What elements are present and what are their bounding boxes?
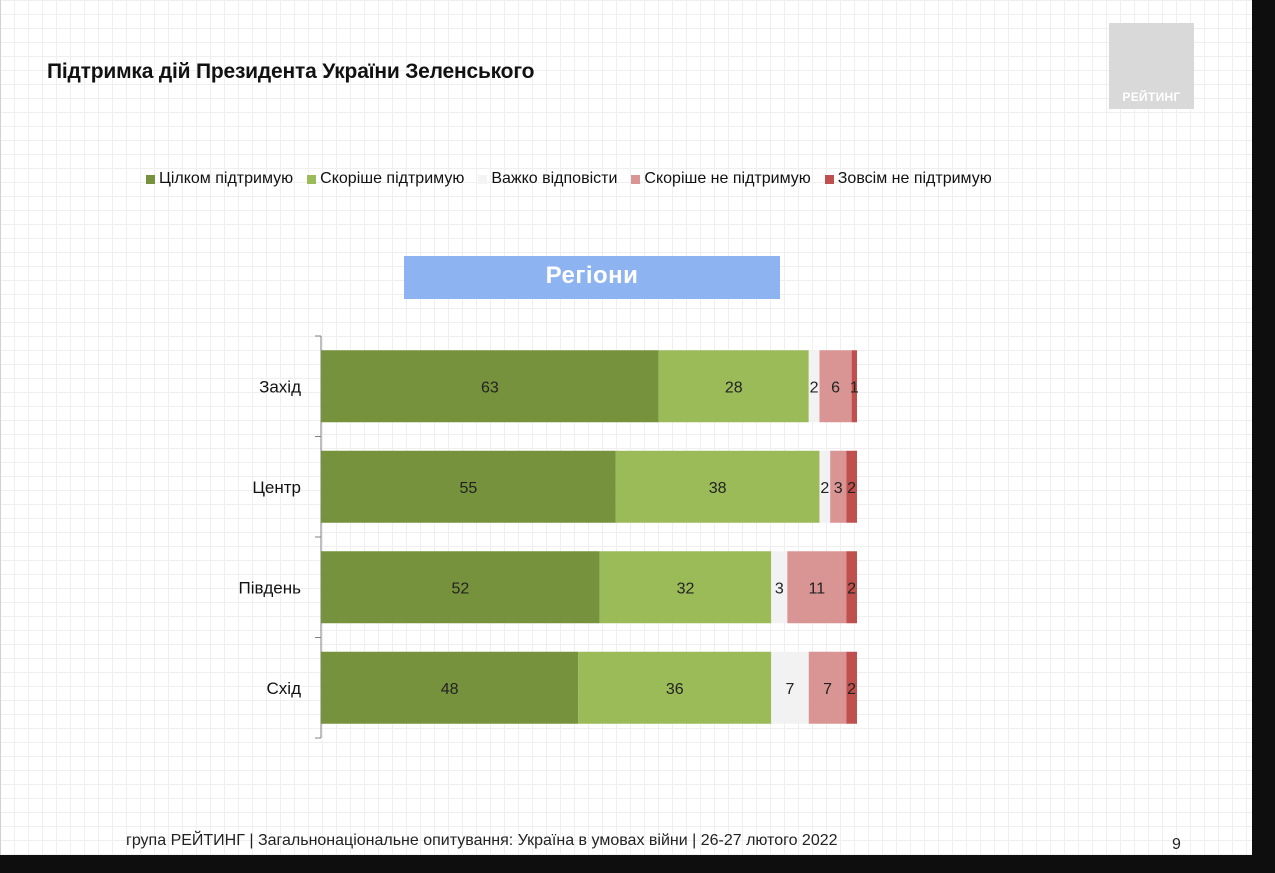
data-label: 7	[823, 681, 832, 698]
logo-text: РЕЙТИНГ	[1122, 90, 1181, 104]
footer-text: група РЕЙТИНГ | Загальнонаціональне опит…	[126, 832, 838, 849]
bar-segment	[321, 551, 600, 624]
legend-swatch	[146, 174, 155, 184]
bar-segment	[808, 350, 820, 423]
data-label: 3	[834, 480, 843, 497]
bar-segment	[846, 651, 857, 724]
legend-swatch	[307, 174, 317, 184]
legend-swatch	[824, 174, 834, 184]
category-label: Південь	[239, 578, 302, 597]
data-label: 11	[808, 580, 825, 597]
category-label: Центр	[252, 478, 301, 497]
data-label: 48	[441, 681, 459, 698]
legend-label: Скоріше підтримую	[320, 170, 465, 187]
bar-segment	[658, 350, 809, 423]
legend-item: Скоріше не підтримую	[631, 170, 811, 188]
legend-label: Скоріше не підтримую	[644, 170, 811, 187]
slide-border	[0, 0, 1, 855]
data-label: 1	[850, 379, 859, 396]
legend-item: Скоріше підтримую	[307, 170, 464, 188]
legend-label: Зовсім не підтримую	[837, 170, 992, 187]
data-label: 6	[831, 379, 840, 396]
bar-segment	[846, 450, 857, 523]
legend-label: Важко відповісти	[491, 170, 618, 187]
slide: Підтримка дій Президента України Зеленсь…	[0, 0, 1252, 855]
bar-segment	[787, 551, 847, 624]
bar-segment	[321, 651, 579, 724]
data-label: 28	[725, 379, 743, 396]
data-label: 2	[820, 480, 829, 497]
data-label: 36	[666, 681, 684, 698]
category-label: Захід	[259, 377, 301, 396]
bar-segment	[819, 350, 852, 423]
legend-item: Зовсім не підтримую	[824, 170, 992, 188]
bar-segment	[830, 450, 847, 523]
bar-segment	[851, 350, 857, 423]
legend-swatch	[478, 174, 488, 184]
data-label: 32	[677, 580, 695, 597]
bar-segment	[615, 450, 820, 523]
data-label: 55	[460, 480, 478, 497]
legend-item: Важко відповісти	[478, 170, 617, 188]
legend-label: Цілком підтримую	[159, 170, 294, 187]
chart-legend: Цілком підтримую Скоріше підтримую Важко в…	[146, 168, 992, 190]
data-label: 2	[847, 580, 856, 597]
data-label: 3	[775, 580, 784, 597]
legend-swatch	[631, 174, 641, 184]
data-label: 38	[709, 480, 727, 497]
data-label: 52	[451, 580, 469, 597]
bar-segment	[771, 551, 788, 624]
category-label: Схід	[267, 679, 302, 698]
bar-segment	[808, 651, 847, 724]
bar-segment	[321, 450, 616, 523]
bar-segment	[321, 350, 659, 423]
data-label: 2	[847, 681, 856, 698]
data-label: 2	[847, 480, 856, 497]
bar-segment	[578, 651, 772, 724]
bar-segment	[819, 450, 831, 523]
regions-banner: Регіони	[404, 256, 780, 299]
bar-segment	[771, 651, 809, 724]
data-label: 2	[810, 379, 819, 396]
data-label: 7	[786, 681, 795, 698]
page-number: 9	[1172, 836, 1181, 853]
page-title: Підтримка дій Президента України Зеленсь…	[47, 60, 535, 83]
bar-segment	[846, 551, 857, 624]
reyting-logo: РЕЙТИНГ	[1109, 23, 1194, 109]
bar-segment	[599, 551, 772, 624]
data-label: 63	[481, 379, 499, 396]
legend-item: Цілком підтримую	[146, 170, 293, 188]
